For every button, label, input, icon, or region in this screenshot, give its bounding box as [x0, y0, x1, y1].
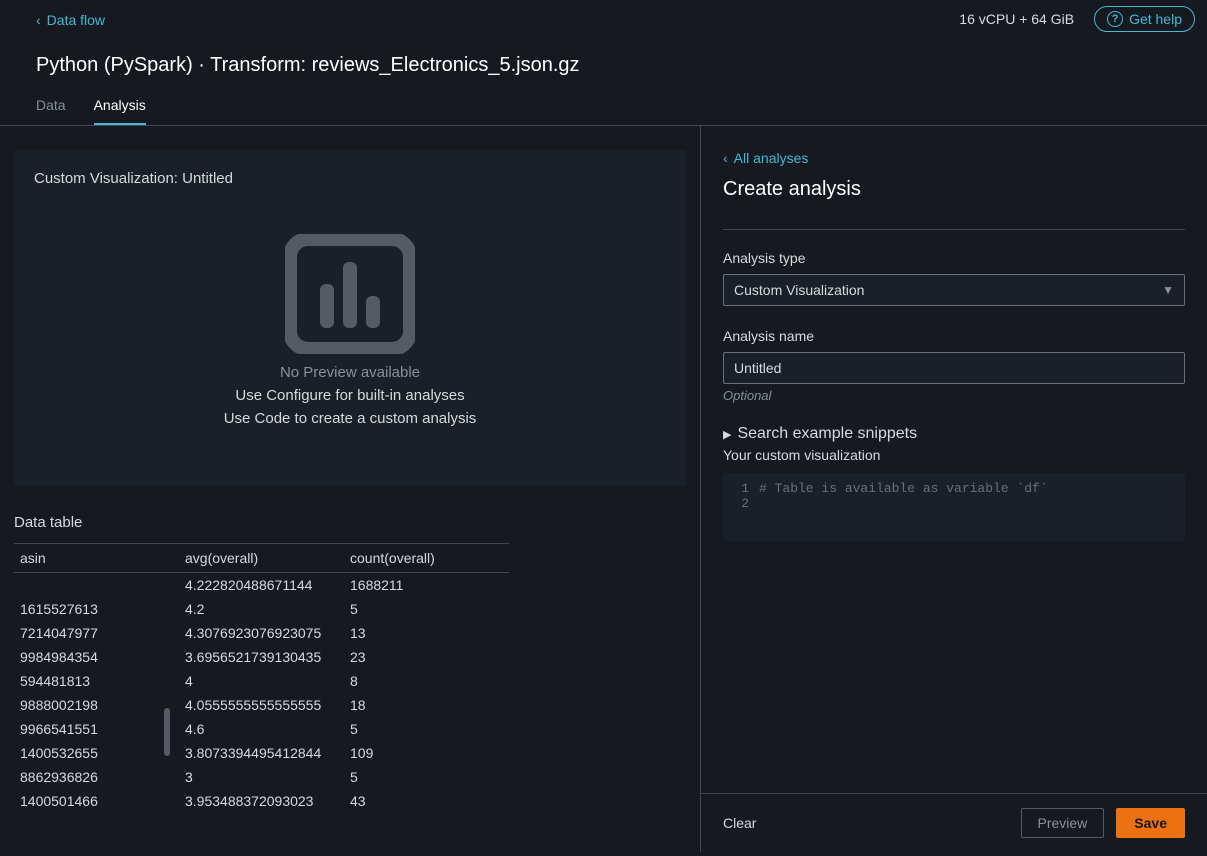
analysis-type-select[interactable]: Custom Visualization ▼ — [723, 274, 1185, 306]
optional-hint: Optional — [723, 388, 1185, 403]
breadcrumb-back[interactable]: ‹ Data flow — [36, 12, 105, 28]
table-cell: 5 — [344, 597, 509, 621]
code-editor[interactable]: 1# Table is available as variable `df` 2 — [723, 473, 1185, 541]
chevron-left-icon: ‹ — [723, 150, 728, 166]
table-row: 14005326553.8073394495412844109 — [14, 741, 509, 765]
table-cell: 4.222820488671144 — [179, 573, 344, 598]
snippets-label: Search example snippets — [737, 425, 917, 443]
visualization-panel: Custom Visualization: Untitled No Previe… — [14, 150, 686, 486]
select-value: Custom Visualization — [734, 282, 864, 298]
table-cell: 5 — [344, 765, 509, 789]
table-cell: 109 — [344, 741, 509, 765]
preview-button[interactable]: Preview — [1021, 808, 1105, 838]
analysis-name-label: Analysis name — [723, 328, 1185, 344]
search-snippets-toggle[interactable]: ▶ Search example snippets — [723, 425, 1185, 443]
create-analysis-title: Create analysis — [723, 178, 1185, 201]
table-cell: 1400532655 — [14, 741, 179, 765]
table-cell — [14, 573, 179, 598]
table-cell: 4.3076923076923075 — [179, 621, 344, 645]
table-cell: 3.8073394495412844 — [179, 741, 344, 765]
column-header: avg(overall) — [179, 544, 344, 573]
get-help-button[interactable]: ? Get help — [1094, 6, 1195, 32]
data-table: asinavg(overall)count(overall) 4.2228204… — [14, 543, 509, 813]
right-panel: ‹ All analyses Create analysis Analysis … — [700, 126, 1207, 852]
code-comment: # Table is available as variable `df` — [759, 481, 1048, 496]
table-cell: 4.0555555555555555 — [179, 693, 344, 717]
back-label: All analyses — [734, 150, 809, 166]
table-cell: 9984984354 — [14, 645, 179, 669]
no-preview-text: No Preview available — [280, 364, 420, 381]
column-header: count(overall) — [344, 544, 509, 573]
table-cell: 43 — [344, 789, 509, 813]
table-row: 886293682635 — [14, 765, 509, 789]
custom-viz-label: Your custom visualization — [723, 447, 1185, 463]
table-cell: 5 — [344, 717, 509, 741]
table-cell: 1688211 — [344, 573, 509, 598]
line-number: 1 — [723, 481, 759, 496]
table-cell: 8 — [344, 669, 509, 693]
clear-button[interactable]: Clear — [723, 815, 756, 831]
table-row: 98880021984.055555555555555518 — [14, 693, 509, 717]
table-row: 99665415514.65 — [14, 717, 509, 741]
table-cell: 1615527613 — [14, 597, 179, 621]
column-header: asin — [14, 544, 179, 573]
left-panel: Custom Visualization: Untitled No Previe… — [0, 126, 700, 852]
chart-placeholder-icon — [285, 234, 415, 354]
table-cell: 9966541551 — [14, 717, 179, 741]
divider — [723, 229, 1185, 230]
triangle-right-icon: ▶ — [723, 428, 731, 441]
footer-bar: Clear Preview Save — [701, 793, 1207, 852]
table-row: 72140479774.307692307692307513 — [14, 621, 509, 645]
resource-spec: 16 vCPU + 64 GiB — [959, 11, 1074, 27]
table-row: 16155276134.25 — [14, 597, 509, 621]
breadcrumb-label: Data flow — [47, 12, 105, 28]
page-title: Python (PySpark) · Transform: reviews_El… — [0, 38, 1207, 77]
save-button[interactable]: Save — [1116, 808, 1185, 838]
table-cell: 23 — [344, 645, 509, 669]
table-row: 59448181348 — [14, 669, 509, 693]
chevron-down-icon: ▼ — [1162, 283, 1174, 297]
hint-code: Use Code to create a custom analysis — [224, 410, 477, 427]
viz-panel-title: Custom Visualization: Untitled — [34, 170, 666, 187]
line-number: 2 — [723, 496, 759, 511]
table-cell: 1400501466 — [14, 789, 179, 813]
table-cell: 3.953488372093023 — [179, 789, 344, 813]
table-cell: 13 — [344, 621, 509, 645]
analysis-type-label: Analysis type — [723, 250, 1185, 266]
table-cell: 8862936826 — [14, 765, 179, 789]
data-table-title: Data table — [14, 514, 686, 531]
tabs: Data Analysis — [0, 77, 1207, 126]
table-cell: 4.6 — [179, 717, 344, 741]
table-row: 4.2228204886711441688211 — [14, 573, 509, 598]
table-scrollbar[interactable] — [164, 708, 170, 756]
table-cell: 18 — [344, 693, 509, 717]
chevron-left-icon: ‹ — [36, 12, 41, 28]
help-label: Get help — [1129, 11, 1182, 27]
table-cell: 3.6956521739130435 — [179, 645, 344, 669]
hint-configure: Use Configure for built-in analyses — [235, 387, 464, 404]
table-cell: 9888002198 — [14, 693, 179, 717]
all-analyses-link[interactable]: ‹ All analyses — [723, 150, 808, 166]
table-row: 14005014663.95348837209302343 — [14, 789, 509, 813]
table-cell: 3 — [179, 765, 344, 789]
analysis-name-input[interactable] — [723, 352, 1185, 384]
tab-analysis[interactable]: Analysis — [94, 97, 146, 125]
table-cell: 4.2 — [179, 597, 344, 621]
table-cell: 7214047977 — [14, 621, 179, 645]
table-row: 99849843543.695652173913043523 — [14, 645, 509, 669]
topbar: 16 vCPU + 64 GiB ? Get help — [0, 0, 1207, 38]
table-cell: 594481813 — [14, 669, 179, 693]
help-icon: ? — [1107, 11, 1123, 27]
table-cell: 4 — [179, 669, 344, 693]
tab-data[interactable]: Data — [36, 97, 66, 125]
